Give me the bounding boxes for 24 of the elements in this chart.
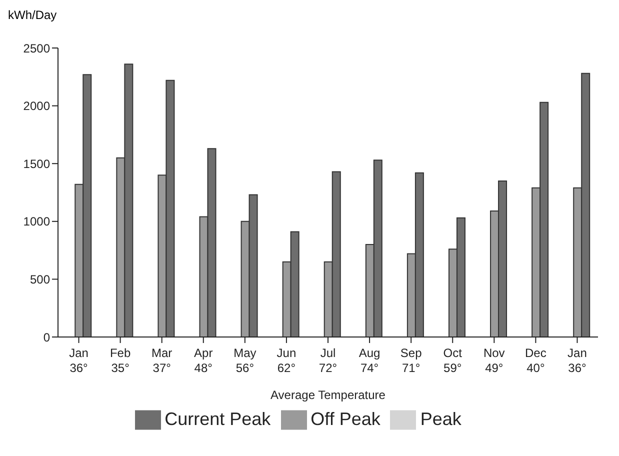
x-tick-label: Nov 49°	[483, 346, 505, 375]
x-tick-label: Mar 37°	[152, 346, 172, 375]
x-tick-label: Apr 48°	[194, 346, 213, 375]
x-tick-label: Jun 62°	[276, 346, 296, 375]
x-tick-label: Sep 71°	[400, 346, 422, 375]
x-tick-label: Feb 35°	[110, 346, 131, 375]
y-tick-label: 2000	[23, 99, 50, 114]
x-tick-label: Jan 36°	[568, 346, 587, 375]
legend-label: Current Peak	[164, 408, 271, 429]
y-axis-title: kWh/Day	[8, 8, 57, 22]
x-tick-label: Oct 59°	[443, 346, 463, 375]
y-tick-label: 1500	[23, 156, 50, 171]
y-tick-label: 0	[43, 330, 50, 344]
x-tick-label: May 56°	[234, 346, 256, 375]
x-tick-label: Dec 40°	[525, 346, 546, 375]
y-tick-label: 1000	[23, 214, 50, 229]
x-axis-title: Average Temperature	[270, 388, 386, 402]
x-tick-label: Aug 74°	[358, 346, 380, 375]
x-tick-label: Jan 36°	[69, 346, 88, 375]
y-tick-label: 2500	[23, 41, 50, 56]
x-tick-label: Jul 72°	[318, 346, 338, 375]
y-tick-label: 500	[30, 272, 50, 286]
legend-label: Peak	[420, 408, 462, 429]
legend-label: Off Peak	[310, 408, 380, 429]
